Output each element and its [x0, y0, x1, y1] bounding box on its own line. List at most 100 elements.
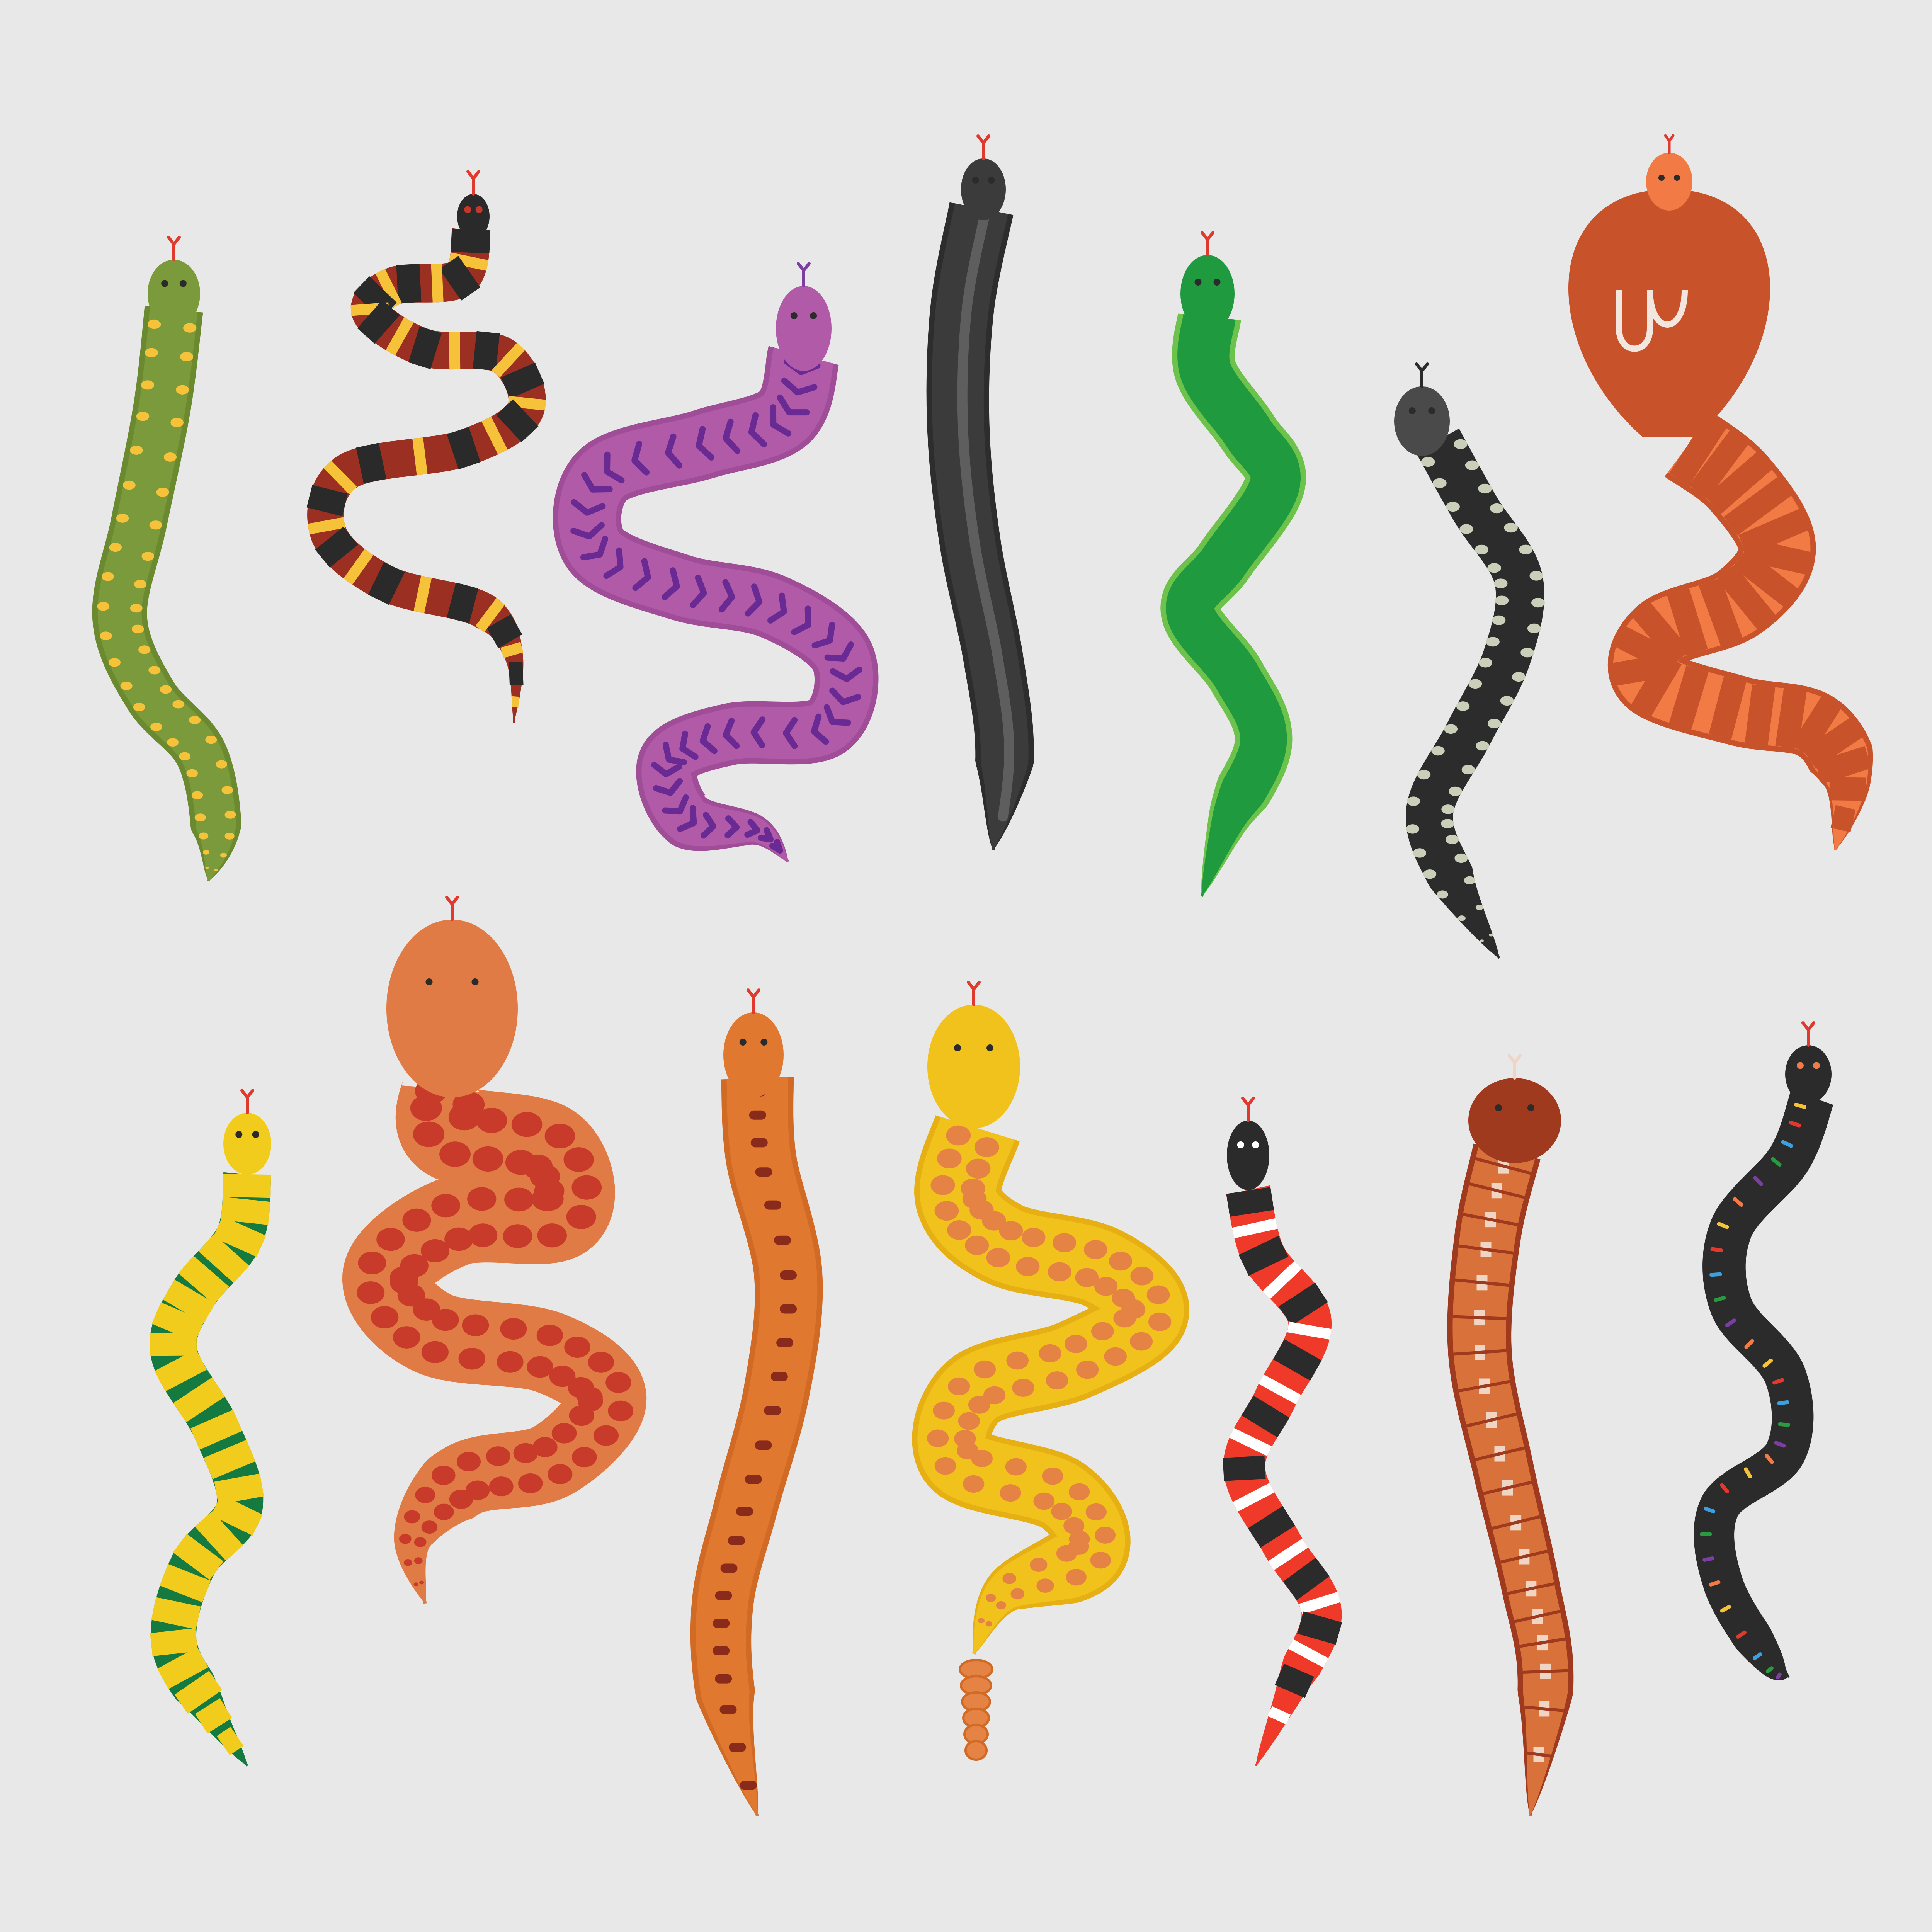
snake-spot	[205, 866, 209, 869]
snake-blotch	[1130, 1332, 1153, 1351]
snake-band	[1279, 1282, 1328, 1326]
snake-spot	[156, 487, 169, 497]
snake-spot	[122, 480, 136, 490]
snake-blotch	[934, 1457, 956, 1475]
snake-eye	[475, 206, 483, 213]
snake-band	[343, 549, 374, 585]
snake-chevron	[571, 499, 606, 516]
snake-band	[1273, 1339, 1322, 1381]
snake-band	[1632, 602, 1691, 665]
snake-dash	[776, 1338, 794, 1347]
rattle-segment	[964, 1740, 988, 1761]
snake-spot	[149, 520, 162, 530]
snake-eye	[1237, 1141, 1244, 1148]
snake-blotch	[551, 1423, 577, 1444]
snake-crossband	[1458, 1244, 1514, 1255]
snake-blotch	[421, 1341, 449, 1363]
snake-chevron	[677, 805, 697, 832]
snake-band	[1268, 1538, 1308, 1570]
snake-blotch	[1146, 1285, 1170, 1304]
snake-blotch	[1075, 1268, 1099, 1287]
snake-band	[1742, 537, 1811, 575]
snake-blotch	[593, 1425, 619, 1446]
snake-dash	[1733, 1197, 1743, 1207]
snake-chevron	[767, 592, 787, 624]
snake-eye	[1408, 407, 1416, 414]
snake-chevron	[723, 718, 740, 749]
snake-spot	[116, 514, 129, 523]
snake-spot	[134, 580, 147, 589]
snake-blotch	[1085, 1503, 1107, 1520]
snake-blotch	[500, 1318, 527, 1340]
snake-band	[511, 696, 519, 708]
snake-band	[1631, 653, 1682, 717]
snake-band	[223, 1173, 271, 1198]
snake-body	[1166, 314, 1301, 897]
snake-blotch	[404, 1510, 420, 1524]
snake-spot	[1512, 672, 1526, 682]
snake-head	[961, 134, 1006, 220]
snake-head-shape	[1180, 255, 1235, 332]
snake-eye	[1674, 175, 1680, 181]
snake-blotch	[419, 1580, 424, 1585]
snake-chevron	[811, 621, 835, 649]
snake-stripe	[957, 214, 1015, 822]
snake-band	[1706, 452, 1772, 514]
snake-spot	[1479, 658, 1492, 668]
snake-spot	[221, 786, 233, 794]
snake-band	[1287, 1321, 1332, 1340]
snake-dash	[764, 1406, 781, 1415]
snake-head	[223, 1089, 271, 1175]
snake-spot	[1490, 503, 1504, 514]
snake-chevron	[745, 583, 763, 617]
snake-eye	[988, 177, 995, 184]
snake-blotch	[1056, 1545, 1077, 1562]
snake-dash	[764, 1200, 781, 1210]
snake-dash	[1789, 1121, 1801, 1128]
snake-blotch	[996, 1601, 1007, 1610]
snake-band	[486, 614, 522, 648]
snake-head-shape	[386, 920, 518, 1097]
snake-band	[150, 1628, 198, 1656]
snake-blotch	[946, 1125, 971, 1146]
snake-pattern	[1700, 1102, 1807, 1679]
snake-dash	[749, 1110, 766, 1120]
snake-spot	[1441, 819, 1454, 828]
snake-band	[214, 1473, 264, 1505]
snake-chevron	[581, 472, 613, 493]
snake-dash	[1781, 1140, 1793, 1148]
snake-spot	[150, 723, 162, 731]
corn-snake	[342, 896, 647, 1604]
snake-head-shape	[723, 1012, 784, 1097]
snake-blotch	[358, 1252, 386, 1275]
snake-pattern	[1406, 439, 1545, 942]
snake-blotch	[414, 1537, 427, 1547]
snake-chevron	[724, 815, 740, 838]
snake-dash	[720, 1563, 738, 1573]
snake-spot	[1449, 786, 1462, 796]
snake-head	[148, 236, 200, 328]
snake-band	[1791, 696, 1842, 757]
snake-spot	[160, 685, 172, 694]
snake-band	[375, 269, 402, 308]
snake-blotch	[1091, 1322, 1114, 1341]
snake-spot	[170, 418, 184, 427]
snake-blotch	[1030, 1558, 1048, 1572]
snake-dash	[1710, 1247, 1723, 1252]
snake-blotch	[986, 1248, 1010, 1267]
snake-dash	[1765, 1666, 1774, 1673]
snake-eye	[235, 1131, 243, 1138]
red-coral-snake	[1223, 1097, 1342, 1766]
snake-blotch	[1006, 1351, 1029, 1370]
snake-band	[221, 1197, 271, 1225]
snake-head-shape	[223, 1113, 271, 1175]
snake-spot	[1441, 804, 1455, 814]
snake-head-shape	[1227, 1121, 1269, 1190]
snake-body	[1406, 429, 1544, 959]
snake-dash	[1777, 1400, 1789, 1405]
black-mamba-snake	[926, 134, 1034, 850]
snake-blotch	[999, 1221, 1023, 1241]
snake-blotch	[974, 1137, 999, 1157]
snake-dash	[1725, 1318, 1736, 1328]
snake-chevron	[701, 812, 717, 839]
